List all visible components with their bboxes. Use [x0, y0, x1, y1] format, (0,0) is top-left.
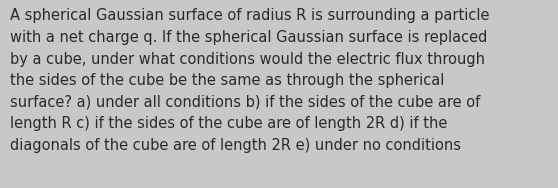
Text: A spherical Gaussian surface of radius R is surrounding a particle
with a net ch: A spherical Gaussian surface of radius R…: [10, 8, 489, 153]
